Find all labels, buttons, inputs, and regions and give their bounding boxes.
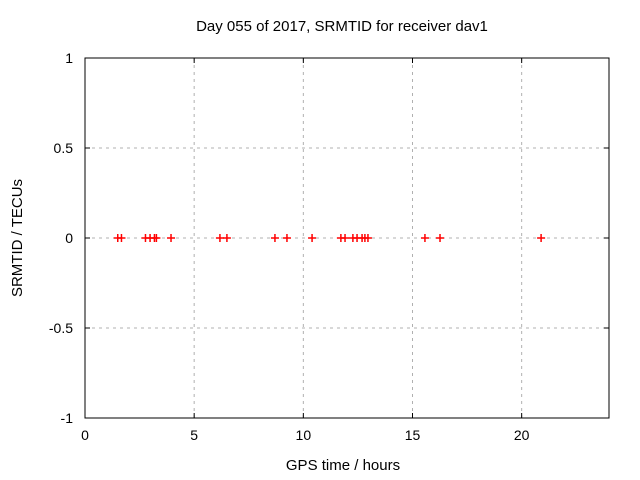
x-tick-label: 15 bbox=[405, 427, 421, 443]
tick-marks bbox=[84, 57, 609, 419]
data-point-marker bbox=[341, 234, 350, 242]
x-tick-label: 10 bbox=[296, 427, 312, 443]
y-tick-label: -1 bbox=[61, 410, 74, 426]
data-point-marker bbox=[152, 234, 161, 242]
chart-title: Day 055 of 2017, SRMTID for receiver dav… bbox=[196, 18, 488, 35]
y-axis-label: SRMTID / TECUs bbox=[9, 179, 26, 297]
data-point-marker bbox=[167, 234, 176, 242]
x-axis-label: GPS time / hours bbox=[286, 457, 400, 474]
tick-labels: 0 5 10 15 20 -1 -0.5 0 0.5 1 bbox=[49, 50, 530, 443]
data-point-marker bbox=[215, 234, 224, 242]
y-tick-label: 0 bbox=[65, 230, 73, 246]
data-point-marker bbox=[537, 234, 546, 242]
data-point-marker bbox=[117, 234, 126, 242]
x-tick-label: 0 bbox=[81, 427, 89, 443]
y-tick-label: -0.5 bbox=[49, 320, 73, 336]
data-points bbox=[113, 234, 546, 242]
data-point-marker bbox=[222, 234, 231, 242]
data-point-marker bbox=[363, 234, 372, 242]
x-tick-label: 20 bbox=[514, 427, 530, 443]
data-point-marker bbox=[282, 234, 291, 242]
y-tick-label: 0.5 bbox=[54, 140, 74, 156]
data-point-marker bbox=[420, 234, 429, 242]
data-point-marker bbox=[270, 234, 279, 242]
x-tick-label: 5 bbox=[190, 427, 198, 443]
y-tick-label: 1 bbox=[65, 50, 73, 66]
data-point-marker bbox=[436, 234, 445, 242]
data-point-marker bbox=[308, 234, 317, 242]
